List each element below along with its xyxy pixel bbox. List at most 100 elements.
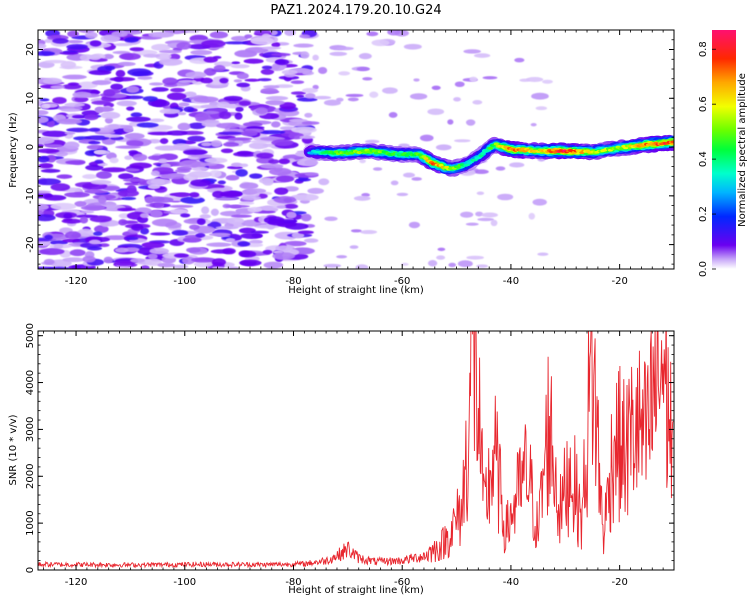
spectrogram-blob (275, 175, 295, 183)
spectrogram-blob (150, 178, 172, 185)
spectrogram-blob (537, 252, 549, 256)
spectrogram-blob (195, 232, 206, 238)
spectrogram-blob (220, 190, 243, 198)
spectrogram-blob (129, 162, 153, 169)
spectrogram-blob (204, 157, 228, 164)
spectrogram-blob (203, 68, 217, 76)
spectrogram-blob (113, 43, 133, 47)
spectrogram-blob (250, 36, 274, 45)
spectrogram-blob (50, 202, 77, 210)
spectrogram-blob (66, 43, 88, 50)
spectrogram-blob (157, 262, 175, 268)
spectrogram-blob (188, 122, 206, 130)
spectrogram-blob (299, 135, 316, 140)
spectrogram-blob (97, 162, 108, 167)
spectrogram-blob (225, 204, 250, 208)
spectrogram-blob (448, 262, 457, 268)
spectrogram-blob (362, 77, 373, 81)
spectrogram-blob (237, 241, 251, 247)
spectrogram-blob (447, 119, 454, 125)
spectrogram-blob (44, 234, 53, 240)
spectrogram-blob (201, 39, 226, 48)
snr-y-tick-label: 3000 (25, 417, 36, 442)
spectrogram-blob (190, 154, 213, 158)
spectrogram-blob (130, 258, 145, 263)
spectrogram-blob (44, 144, 63, 148)
spectrogram-blob (118, 219, 128, 226)
ridge-mark (349, 151, 355, 155)
spectrogram-blob (107, 124, 120, 130)
spectrogram-blob (113, 260, 136, 267)
spectrogram-blob (56, 174, 73, 179)
spectrogram-blob (119, 53, 141, 61)
spectrogram-blob (360, 230, 378, 235)
spectrogram-blob (71, 114, 86, 119)
spectrogram-blob (121, 196, 137, 201)
spectrogram-blob (244, 34, 253, 39)
snr-y-tick-label: 5000 (25, 323, 36, 348)
spectrogram-blob (250, 230, 269, 234)
spectrogram-blob (244, 78, 261, 82)
spectrogram-blob (286, 211, 297, 219)
spectrogram-blob (299, 34, 311, 39)
spectrogram-blob (223, 95, 243, 102)
snr-series-line (38, 331, 674, 569)
spectrogram-blob (225, 174, 240, 181)
spectrogram-blob (409, 93, 428, 100)
spectrogram-blob (300, 51, 310, 59)
ridge-mark (421, 155, 427, 158)
spectrogram-blob (243, 58, 264, 64)
spectrogram-blob (50, 85, 65, 90)
spectrogram-blob (149, 202, 165, 208)
spectrogram-blob (166, 130, 188, 136)
spectrogram-blob (338, 71, 351, 76)
spectrogram-blob (472, 100, 483, 105)
spectrogram-blob (356, 66, 371, 72)
spectrogram-blob (220, 148, 234, 154)
spectrogram-blob (312, 54, 319, 61)
snr-x-tick-label: -80 (285, 577, 301, 588)
spectrogram-blob (288, 118, 308, 123)
spectrogram-blob (355, 264, 369, 269)
spectrogram-blob (183, 149, 208, 155)
spectrogram-blob (194, 112, 209, 121)
spectrogram-blob (199, 214, 211, 219)
spectrogram-blob (475, 211, 484, 217)
spectrogram-blob (465, 222, 479, 226)
spectrogram-blob (137, 76, 153, 80)
spectrogram-x-tick-label: -80 (285, 276, 301, 287)
spectrogram-blob (372, 167, 383, 171)
spectrogram-blob (329, 51, 348, 56)
spectrogram-blob (274, 84, 294, 89)
spectrogram-blob (336, 46, 354, 51)
spectrogram-blob (44, 38, 53, 44)
spectrogram-blob (103, 235, 129, 241)
spectrogram-blob (290, 80, 305, 84)
spectrogram-blob (67, 82, 80, 86)
spectrogram-blob (419, 134, 434, 142)
spectrogram-blob (116, 100, 137, 107)
spectrogram-blob (437, 247, 446, 252)
spectrogram-blob (86, 144, 104, 150)
spectrogram-blob (304, 172, 319, 176)
spectrogram-blob (176, 42, 192, 50)
spectrogram-blob (236, 82, 251, 88)
colorbar-tick-label: 0.2 (698, 206, 709, 222)
spectrogram-blob (304, 93, 316, 99)
spectrogram-blob (139, 212, 150, 219)
spectrogram-blob (43, 194, 67, 201)
spectrogram-blob (38, 110, 49, 116)
snr-x-axis-label: Height of straight line (km) (288, 585, 424, 596)
spectrogram-blob (180, 213, 191, 218)
spectrogram-blob (88, 140, 101, 145)
spectrogram-blob (201, 206, 210, 215)
spectrogram-blob (136, 122, 159, 128)
spectrogram-blob (42, 77, 63, 85)
spectrogram-blob (235, 106, 244, 112)
spectrogram-blob (148, 31, 174, 38)
spectrogram-blob (353, 195, 371, 201)
spectrogram-blob (150, 170, 160, 177)
spectrogram-blob (401, 262, 409, 266)
spectrogram-blob (230, 64, 250, 69)
spectrogram-blob (273, 196, 297, 204)
